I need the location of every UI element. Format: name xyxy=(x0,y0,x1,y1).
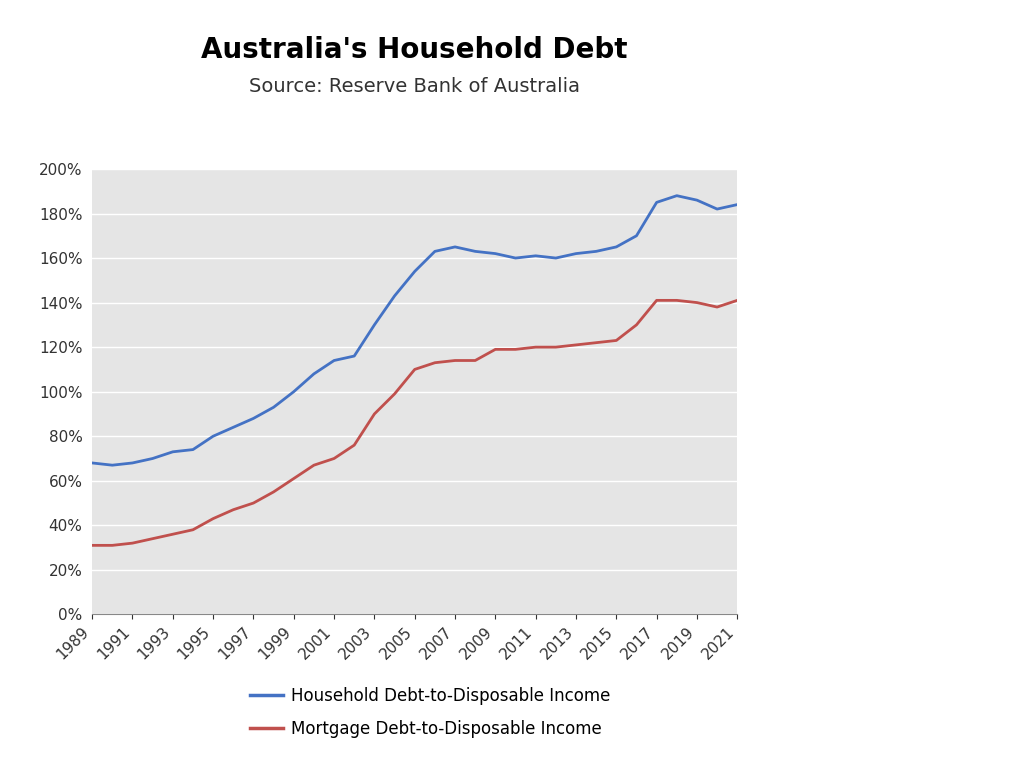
Text: Australia's Household Debt: Australia's Household Debt xyxy=(202,36,628,64)
Legend: Household Debt-to-Disposable Income, Mortgage Debt-to-Disposable Income: Household Debt-to-Disposable Income, Mor… xyxy=(243,680,617,744)
Text: BUSINESS: BUSINESS xyxy=(811,131,950,155)
Text: MACRO: MACRO xyxy=(829,82,932,107)
Text: Source: Reserve Bank of Australia: Source: Reserve Bank of Australia xyxy=(249,77,581,95)
